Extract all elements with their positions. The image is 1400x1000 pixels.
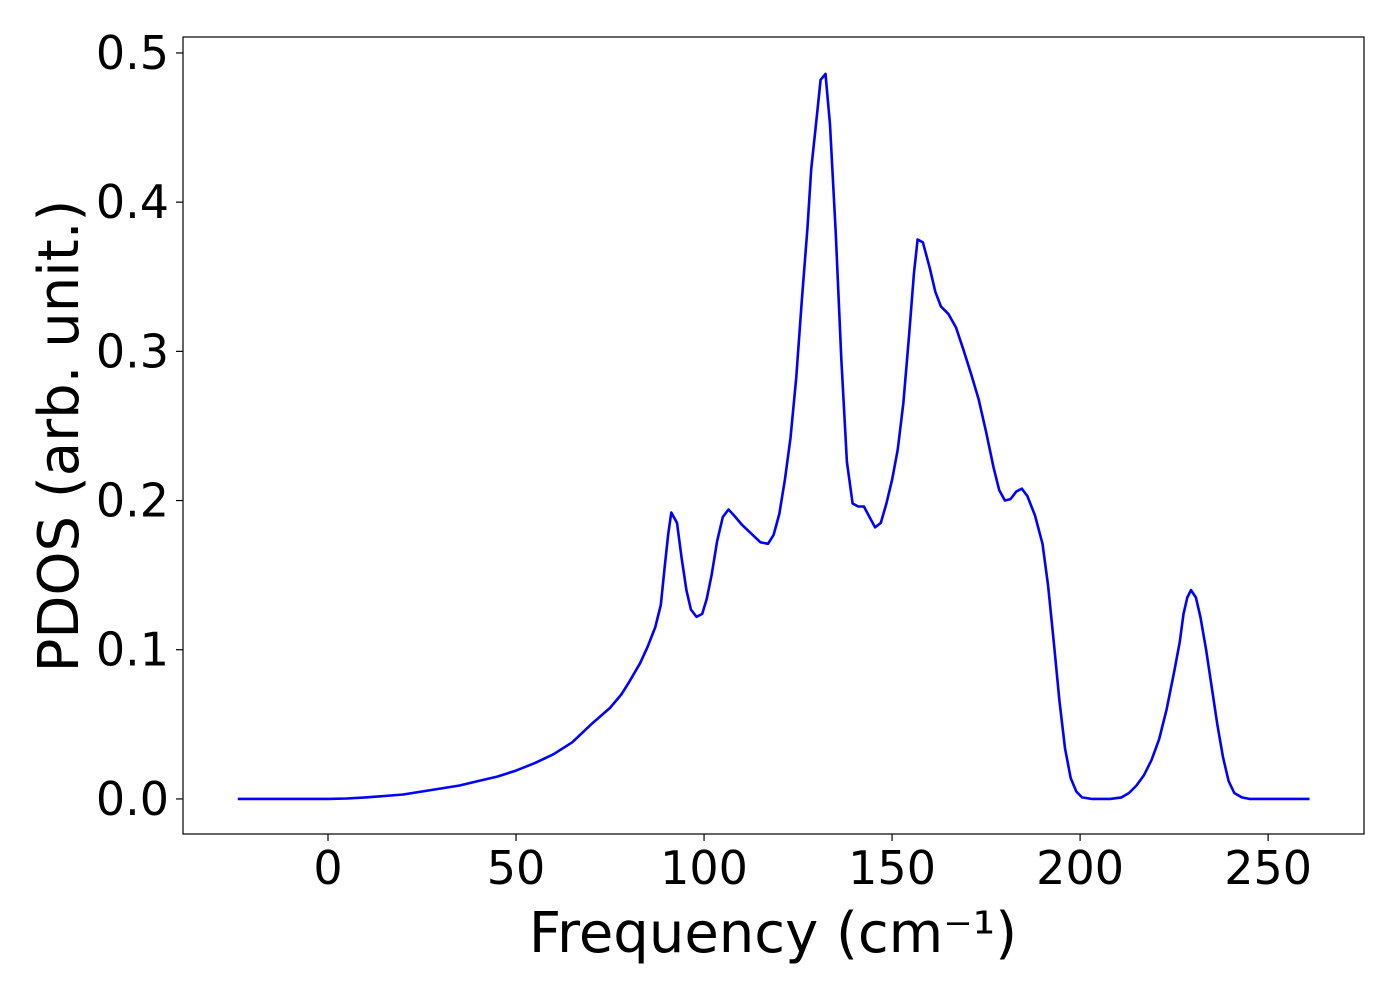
x-tick-label: 250 — [1224, 841, 1312, 895]
plot-frame — [182, 36, 1365, 835]
y-tick-label: 0.0 — [96, 772, 169, 826]
y-tick-label: 0.3 — [96, 324, 169, 378]
y-axis-label: PDOS (arb. unit.) — [27, 200, 92, 673]
x-tick-label: 100 — [660, 841, 748, 895]
line-series — [237, 72, 1310, 801]
y-tick-label: 0.1 — [96, 623, 169, 677]
x-tick-label: 50 — [487, 841, 546, 895]
x-tick-label: 200 — [1036, 841, 1124, 895]
x-tick-label: 0 — [313, 841, 342, 895]
y-tick-label: 0.5 — [96, 26, 169, 80]
x-tick-label: 150 — [848, 841, 936, 895]
y-tick-label: 0.2 — [96, 474, 169, 528]
x-axis-label: Frequency (cm⁻¹) — [529, 901, 1017, 966]
y-tick-label: 0.4 — [96, 175, 169, 229]
